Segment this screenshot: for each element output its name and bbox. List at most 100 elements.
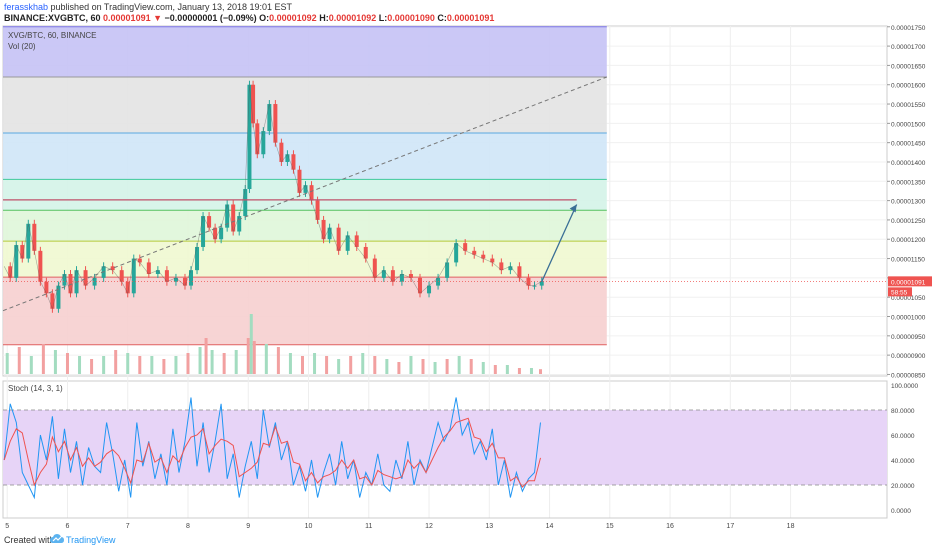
volume-bar bbox=[126, 353, 130, 374]
volume-bar bbox=[457, 356, 461, 374]
price-tick-label: 0.00001550 bbox=[891, 102, 926, 109]
candle-body bbox=[297, 169, 302, 193]
candle-body bbox=[155, 270, 160, 275]
price-series bbox=[3, 80, 544, 313]
countdown-text: 58:55 bbox=[891, 289, 908, 296]
volume-bar bbox=[529, 368, 533, 374]
candle-body bbox=[182, 277, 187, 286]
candle-body bbox=[119, 270, 124, 282]
candle-body bbox=[8, 266, 13, 278]
volume-bar bbox=[53, 350, 57, 374]
volume-bar bbox=[210, 350, 214, 374]
current-price-text: 0.00001091 bbox=[891, 279, 926, 286]
volume-bar bbox=[361, 353, 365, 374]
candle-body bbox=[399, 274, 404, 282]
price-tick-label: 0.00001650 bbox=[891, 63, 926, 70]
volume-bar bbox=[397, 362, 401, 374]
x-tick-label: 18 bbox=[787, 523, 795, 530]
volume-bar bbox=[78, 356, 82, 374]
x-tick-label: 14 bbox=[546, 523, 554, 530]
volume-bar bbox=[162, 359, 166, 374]
candle-body bbox=[291, 154, 296, 170]
stoch-label: Stoch (14, 3, 1) bbox=[8, 384, 63, 393]
price-tick-label: 0.00000950 bbox=[891, 334, 926, 341]
low-value: 0.00001090 bbox=[387, 13, 435, 23]
volume-bar bbox=[102, 356, 106, 374]
volume-bar bbox=[222, 353, 226, 374]
candle-body bbox=[251, 84, 256, 124]
candle-body bbox=[390, 270, 395, 282]
candle-body bbox=[321, 219, 326, 240]
volume-bar bbox=[373, 356, 377, 374]
volume-bar bbox=[433, 362, 437, 374]
candle-body bbox=[131, 258, 136, 294]
volume-bar bbox=[249, 314, 253, 374]
volume-bar bbox=[138, 356, 142, 374]
x-tick-label: 9 bbox=[246, 523, 250, 530]
candle-body bbox=[345, 235, 350, 251]
volume-bar bbox=[300, 356, 304, 374]
candle-body bbox=[517, 266, 522, 278]
projection-arrow-line bbox=[541, 204, 578, 283]
close-value: 0.00001091 bbox=[446, 13, 495, 23]
fib-zone bbox=[3, 179, 607, 211]
x-tick-label: 11 bbox=[365, 523, 372, 530]
candle-body bbox=[285, 154, 290, 162]
candle-body bbox=[532, 285, 537, 287]
volume-bar bbox=[421, 359, 425, 374]
tradingview-brand[interactable]: TradingView bbox=[66, 535, 116, 545]
volume-bar bbox=[325, 356, 329, 374]
candle-body bbox=[237, 216, 242, 232]
candle-body bbox=[207, 216, 212, 228]
candle-body bbox=[472, 250, 477, 255]
publish-text: published on TradingView.com, January 13… bbox=[50, 2, 293, 12]
candle-body bbox=[261, 131, 266, 155]
candle-body bbox=[231, 204, 236, 232]
price-tick-label: 0.00001600 bbox=[891, 83, 926, 90]
candle-body bbox=[481, 254, 486, 259]
volume-bar bbox=[469, 359, 473, 374]
candle-body bbox=[225, 204, 230, 228]
open-label: O: bbox=[259, 13, 270, 23]
price-tick-label: 0.00001200 bbox=[891, 237, 926, 244]
candle-body bbox=[164, 270, 169, 282]
volume-bar bbox=[186, 353, 190, 374]
candle-body bbox=[173, 277, 178, 282]
volume-bar bbox=[41, 344, 45, 374]
price-tick-label: 0.00001050 bbox=[891, 295, 926, 302]
author-link[interactable]: ferasskhab bbox=[4, 2, 49, 12]
chart-canvas[interactable]: 0.00001750 0.00001700 0.00001650 0.00001600… bbox=[0, 0, 932, 532]
candle-body bbox=[539, 281, 544, 286]
candle-body bbox=[526, 277, 531, 286]
volume-bar bbox=[517, 368, 521, 374]
candle-body bbox=[327, 227, 332, 240]
tradingview-cloud-icon bbox=[50, 534, 64, 543]
candle-body bbox=[247, 84, 252, 190]
volume-bar bbox=[409, 356, 413, 374]
footer: Created with TradingView bbox=[0, 532, 932, 550]
volume-bar bbox=[313, 353, 317, 374]
price-tick-label: 0.00000900 bbox=[891, 353, 926, 360]
fib-zone bbox=[3, 277, 607, 345]
candle-body bbox=[508, 266, 513, 271]
candle-body bbox=[110, 266, 115, 271]
x-tick-label: 10 bbox=[305, 523, 313, 530]
volume-bar bbox=[481, 362, 485, 374]
stoch-tick-label: 100.0000 bbox=[891, 383, 918, 390]
candle-body bbox=[92, 277, 97, 286]
volume-bar bbox=[246, 338, 250, 374]
chart-title: XVG/BTC, 60, BINANCE bbox=[8, 31, 96, 40]
volume-bar bbox=[234, 350, 238, 374]
x-tick-label: 13 bbox=[485, 523, 493, 530]
volume-label: Vol (20) bbox=[8, 42, 36, 51]
candle-body bbox=[38, 250, 43, 282]
price-tick-label: 0.00001250 bbox=[891, 218, 926, 225]
volume-bars bbox=[5, 314, 543, 374]
price-tick-label: 0.00001700 bbox=[891, 44, 926, 51]
last-price: 0.00001091 bbox=[103, 13, 151, 23]
x-tick-label: 8 bbox=[186, 523, 190, 530]
candle-body bbox=[273, 104, 278, 143]
x-tick-label: 7 bbox=[126, 523, 130, 530]
price-line bbox=[3, 84, 542, 310]
